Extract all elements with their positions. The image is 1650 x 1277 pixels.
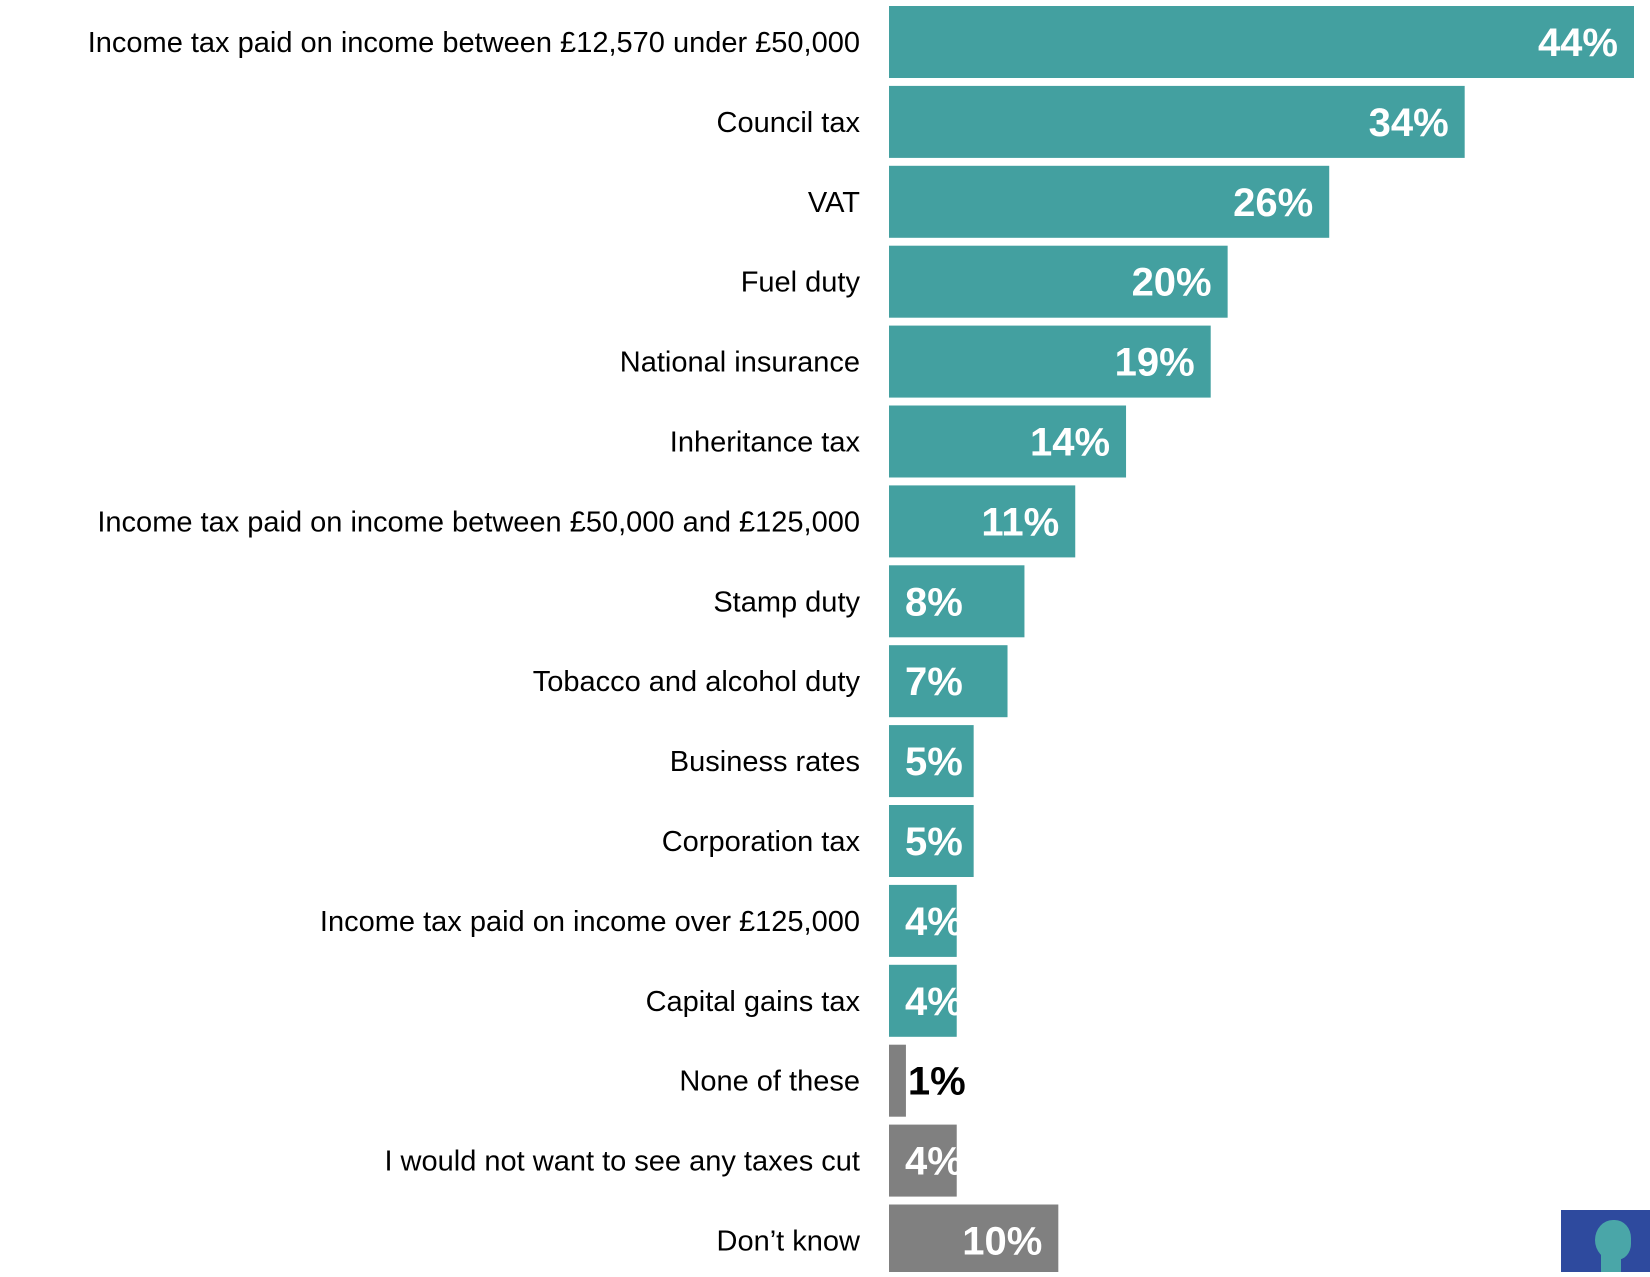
bar-10 (889, 805, 974, 877)
category-label: National insurance (620, 347, 860, 379)
bar-11 (889, 884, 957, 957)
category-label: I would not want to see any taxes cut (384, 1146, 860, 1178)
data-labels: 44% 34% 26% 20% 19%14% 11% 8% 7% 5% 5% 4% 4% 1% 4% 10% (905, 21, 1618, 1264)
bar-3 (889, 245, 1228, 318)
category-label: Corporation tax (662, 826, 861, 858)
category-label: Income tax paid on income between £50,00… (97, 506, 860, 538)
bar-5 (889, 405, 1127, 478)
data-label: 19% (1115, 341, 1195, 385)
category-label: Don’t know (717, 1226, 862, 1258)
bar-15 (889, 1204, 1059, 1277)
bar-7 (889, 565, 1025, 638)
data-label: 8% (905, 580, 963, 624)
ipsos-head-logo-icon (1561, 1210, 1650, 1272)
category-label: None of these (679, 1066, 860, 1098)
category-label: Inheritance tax (670, 427, 861, 459)
bar-14 (889, 1124, 957, 1197)
category-label: Income tax paid on income over £125,000 (320, 906, 860, 938)
bar-8 (889, 645, 1008, 718)
bar-1 (889, 85, 1465, 158)
data-label: 5% (905, 820, 963, 864)
data-label: 7% (905, 660, 963, 704)
category-labels: Income tax paid on income between £12,57… (88, 27, 861, 1258)
bar-4 (889, 325, 1211, 398)
category-label: Stamp duty (713, 586, 860, 618)
data-label: 14% (1030, 421, 1110, 465)
bars-layer (889, 6, 1634, 1277)
category-label: Income tax paid on income between £12,57… (88, 27, 860, 59)
data-label: 20% (1132, 261, 1212, 305)
data-label: 34% (1369, 101, 1449, 145)
category-label: Capital gains tax (646, 986, 861, 1018)
bar-0 (889, 6, 1634, 78)
data-label: 44% (1538, 21, 1618, 65)
data-label: 4% (905, 980, 963, 1024)
category-label: Fuel duty (741, 267, 861, 299)
bar-6 (889, 485, 1076, 558)
data-label: 1% (908, 1060, 966, 1104)
category-label: Tobacco and alcohol duty (533, 666, 861, 698)
bar-9 (889, 725, 974, 798)
data-label: 4% (905, 1140, 963, 1184)
category-label: Council tax (717, 107, 861, 139)
data-label: 5% (905, 740, 963, 784)
bar-2 (889, 165, 1330, 238)
category-label: VAT (808, 187, 860, 219)
data-label: 26% (1233, 181, 1313, 225)
category-label: Business rates (670, 746, 860, 778)
bar-12 (889, 964, 957, 1037)
bar-13 (889, 1044, 906, 1117)
data-label: 10% (962, 1220, 1042, 1264)
data-label: 4% (905, 900, 963, 944)
data-label: 11% (981, 500, 1059, 544)
